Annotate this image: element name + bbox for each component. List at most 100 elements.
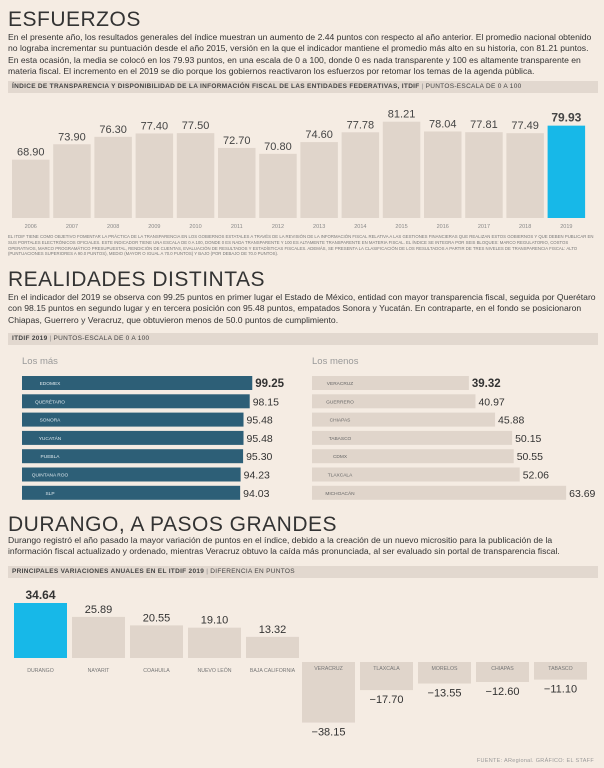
chart1-value-label-2008: 76.30: [99, 124, 127, 136]
chart4-category-label-NAYARIT: NAYARIT: [88, 668, 111, 674]
chart4-value-label-VERACRUZ: −38.15: [312, 727, 346, 739]
chart2-category-label-SONORA: SONORA: [40, 418, 62, 424]
chart3-value-label-TABASCO: 50.15: [515, 433, 541, 445]
chart1-year-label-2010: 2010: [189, 224, 201, 230]
chart2-bar-EDOMEX: [22, 376, 253, 390]
chart1-subtitle: PUNTOS-ESCALA DE 0 A 100: [425, 83, 522, 90]
chart4-category-label-NUEVO LEÓN: NUEVO LEÓN: [197, 667, 231, 674]
chart4-bar-NAYARIT: [72, 616, 125, 658]
chart4-category-label-BAJA CALIFORNIA: BAJA CALIFORNIA: [250, 668, 296, 674]
chart2-title-separator: |: [49, 335, 52, 342]
chart3-value-label-MICHOACÁN: 63.69: [569, 488, 595, 500]
chart1-year-label-2011: 2011: [231, 224, 243, 230]
chart2-value-label-YUCATÁN: 95.48: [247, 433, 273, 445]
chart1-value-label-2007: 73.90: [58, 131, 86, 143]
chart1-value-label-2012: 70.80: [264, 141, 292, 153]
chart1-title-bar: ÍNDICE DE TRANSPARENCIA Y DISPONIBILIDAD…: [8, 81, 598, 93]
chart2-category-label-QUERÉTARO: QUERÉTARO: [35, 398, 65, 405]
chart4-value-label-COAHUILA: 20.55: [143, 612, 171, 624]
chart1-bar-2015: [382, 121, 421, 218]
chart4-value-label-CHIAPAS: −12.60: [486, 686, 520, 698]
chart1-title: ÍNDICE DE TRANSPARENCIA Y DISPONIBILIDAD…: [12, 83, 420, 90]
chart2-value-label-PUEBLA: 95.30: [246, 451, 272, 463]
chart1-bar-2019: [547, 125, 586, 218]
chart2-subtitle: PUNTOS-ESCALA DE 0 A 100: [53, 335, 150, 342]
chart4-value-label-BAJA CALIFORNIA: 13.32: [259, 624, 287, 636]
chart4-subtitle: DIFERENCIA EN PUNTOS: [210, 568, 295, 575]
chart4-bar-MORELOS: [418, 662, 471, 684]
chart1-bar-2018: [506, 133, 544, 218]
chart1-year-label-2008: 2008: [107, 224, 119, 230]
chart3-category-label-TLAXCALA: TLAXCALA: [328, 473, 353, 479]
chart3-category-label-VERACRUZ: VERACRUZ: [327, 381, 353, 387]
chart1-bar-2009: [135, 133, 174, 218]
chart2-top-states: EDOMEX 99.25 QUERÉTARO 98.15 SONORA 95.48 YUCA…: [22, 376, 285, 500]
chart3-value-label-TLAXCALA: 52.06: [523, 470, 549, 482]
chart3-bar-MICHOACÁN: [312, 485, 567, 500]
chart1-methodology-note: El ITDIF tiene como objetivo fomentar la…: [8, 234, 594, 257]
chart1-bar-2016: [424, 131, 462, 218]
chart3-bar-GUERRERO: [312, 394, 476, 409]
chart2-category-label-YUCATÁN: YUCATÁN: [39, 435, 62, 442]
chart3-value-label-CHIAPAS: 45.88: [498, 415, 524, 427]
chart1-year-label-2013: 2013: [313, 224, 325, 230]
chart2-value-label-EDOMEX: 99.25: [255, 378, 284, 390]
chart1-year-label-2017: 2017: [478, 224, 490, 230]
chart2-category-label-EDOMEX: EDOMEX: [40, 381, 62, 387]
chart3-category-label-TABASCO: TABASCO: [329, 436, 352, 442]
chart4-bar-TABASCO: [534, 662, 587, 680]
section-title-realidades: REALIDADES DISTINTAS: [8, 268, 265, 291]
chart2-value-label-QUINTANA ROO: 94.23: [244, 470, 270, 482]
chart4-category-label-CHIAPAS: CHIAPAS: [491, 666, 514, 672]
chart1-bar-2010: [176, 133, 215, 218]
chart3-category-label-CHIAPAS: CHIAPAS: [330, 418, 351, 424]
chart1-bar-2012: [259, 153, 297, 218]
chart1-value-label-2014: 77.78: [347, 119, 375, 131]
chart1-year-label-2016: 2016: [437, 224, 449, 230]
chart4-category-label-COAHUILA: COAHUILA: [143, 668, 170, 674]
chart1-year-label-2006: 2006: [25, 224, 37, 230]
chart1-bar-2011: [218, 147, 256, 218]
chart1-year-label-2014: 2014: [354, 224, 366, 230]
chart4-value-label-TLAXCALA: −17.70: [370, 694, 404, 706]
chart3-category-label-GUERRERO: GUERRERO: [326, 399, 354, 405]
chart3-value-label-CDMX: 50.55: [517, 451, 543, 463]
chart2-bar-PUEBLA: [22, 449, 244, 464]
chart4-category-label-MORELOS: MORELOS: [432, 666, 458, 672]
chart2-top-heading: Los más: [22, 356, 58, 367]
chart2-bar-QUINTANA ROO: [22, 467, 241, 482]
chart4-bar-DURANGO: [14, 603, 67, 658]
chart3-bar-TLAXCALA: [312, 467, 520, 482]
section-paragraph-esfuerzos: En el presente año, los resultados gener…: [8, 32, 592, 77]
chart1-value-label-2017: 77.81: [470, 119, 498, 131]
chart4-bar-COAHUILA: [130, 625, 183, 658]
chart4-value-label-NAYARIT: 25.89: [85, 604, 113, 616]
chart2-title: ITDIF 2019: [12, 335, 48, 342]
chart2-value-label-SONORA: 95.48: [247, 415, 273, 427]
chart3-category-label-CDMX: CDMX: [333, 454, 348, 460]
chart4-bar-TLAXCALA: [360, 662, 413, 691]
chart1-value-label-2011: 72.70: [223, 135, 251, 147]
chart4-bar-BAJA CALIFORNIA: [246, 636, 299, 658]
chart3-bottom-states: VERACRUZ 39.32 GUERRERO 40.97 CHIAPAS 45.88 TA…: [312, 376, 596, 500]
chart4-category-label-DURANGO: DURANGO: [27, 668, 54, 674]
chart3-bar-TABASCO: [312, 430, 513, 445]
chart4-value-label-NUEVO LEÓN: 19.10: [201, 615, 229, 627]
chart2-value-label-SLP: 94.03: [243, 488, 269, 500]
chart1-value-label-2016: 78.04: [429, 118, 457, 130]
section-paragraph-durango: Durango registró el año pasado la mayor …: [8, 535, 560, 557]
chart4-category-label-VERACRUZ: VERACRUZ: [314, 666, 343, 672]
chart2-category-label-QUINTANA ROO: QUINTANA ROO: [32, 473, 69, 479]
chart1-bar-2008: [94, 136, 132, 218]
chart3-bar-CHIAPAS: [312, 412, 496, 427]
section-paragraph-realidades: En el indicador del 2019 se observa con …: [8, 292, 596, 325]
chart4-title-bar: PRINCIPALES VARIACIONES ANUALES EN EL IT…: [8, 566, 598, 578]
chart4-value-label-TABASCO: −11.10: [544, 684, 577, 696]
chart2-value-label-QUERÉTARO: 98.15: [253, 396, 279, 408]
chart4-category-label-TABASCO: TABASCO: [548, 666, 572, 672]
chart3-bar-VERACRUZ: [312, 376, 469, 390]
chart4-title: PRINCIPALES VARIACIONES ANUALES EN EL IT…: [12, 568, 205, 575]
chart1-value-label-2006: 68.90: [17, 147, 45, 159]
chart4-value-label-DURANGO: 34.64: [25, 588, 55, 602]
chart1-bar-2017: [465, 132, 503, 218]
